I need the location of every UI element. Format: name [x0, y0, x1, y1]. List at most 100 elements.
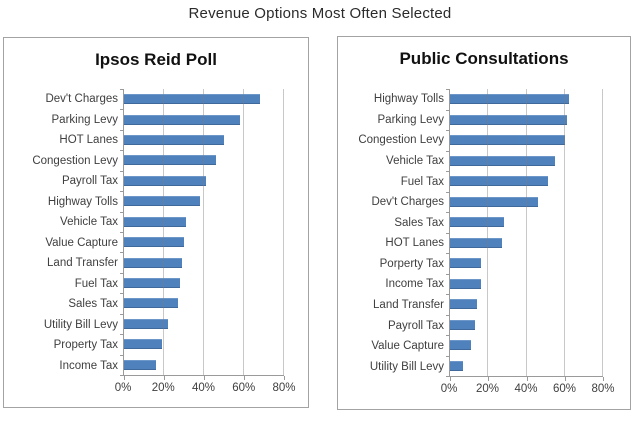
bar-row: [450, 171, 603, 192]
bars: [124, 89, 284, 375]
bar-row: [450, 233, 603, 254]
bar-row: [124, 334, 284, 354]
chart-panel-ipsos-reid-poll: Ipsos Reid Poll Dev't Charges Parking Lev…: [3, 37, 309, 408]
x-tick-mark: [603, 377, 604, 381]
bar-highway-tolls: [450, 94, 569, 105]
category-label-income-tax: Income Tax: [59, 359, 118, 372]
x-tick-mark: [450, 377, 451, 381]
x-tick-label-20: 20%: [151, 382, 175, 394]
chart-panel-public-consultations: Public Consultations Highway Tolls Parkin…: [337, 36, 631, 410]
bar-row: [124, 232, 284, 252]
category-label-dev-t-charges: Dev't Charges: [45, 93, 118, 106]
x-tick-mark: [164, 376, 165, 380]
chart-title: Public Consultations: [399, 49, 569, 68]
bar-land-transfer: [450, 299, 477, 310]
bar-income-tax: [124, 359, 156, 370]
bar-row: [124, 314, 284, 334]
x-tick-mark: [488, 377, 490, 381]
category-label-congestion-levy: Congestion Levy: [358, 134, 444, 147]
x-tick-label-60: 60%: [552, 383, 577, 395]
bar-congestion-levy: [450, 135, 565, 146]
bar-row: [450, 212, 603, 233]
bar-row: [124, 89, 284, 109]
y-tick-mark: [446, 376, 450, 377]
bar-row: [450, 274, 603, 295]
x-tick-label-20: 20%: [475, 383, 500, 395]
x-tick-label-80: 80%: [591, 383, 615, 395]
x-tick-label-0: 0%: [114, 382, 132, 394]
x-axis-tick-labels: 0% 20% 40% 60% 80%: [441, 383, 615, 397]
category-label-parking-levy: Parking Levy: [51, 113, 118, 126]
bar-row: [124, 354, 284, 374]
category-label-vehicle-tax: Vehicle Tax: [60, 216, 118, 229]
bar-row: [124, 212, 284, 232]
category-label-land-transfer: Land Transfer: [47, 257, 118, 270]
bar-row: [124, 293, 284, 313]
category-label-utility-bill-levy: Utility Bill Levy: [369, 360, 444, 373]
bar-payroll-tax: [450, 319, 475, 330]
bar-vehicle-tax: [124, 216, 186, 227]
x-tick-mark: [526, 377, 528, 381]
bar-row: [450, 89, 603, 110]
category-label-hot-lanes: HOT Lanes: [385, 237, 444, 250]
bar-row: [124, 171, 284, 191]
bar-row: [124, 273, 284, 293]
x-tick-label-80: 80%: [272, 382, 296, 394]
bar-income-tax: [450, 278, 481, 289]
category-axis-labels: Dev't Charges Parking Levy HOT Lanes Conges…: [4, 89, 118, 376]
category-label-hot-lanes: HOT Lanes: [59, 134, 118, 147]
category-label-sales-tax: Sales Tax: [68, 298, 118, 311]
bar-utility-bill-levy: [124, 318, 168, 329]
bar-row: [450, 315, 603, 336]
bars: [450, 89, 603, 376]
bar-dev-t-charges: [124, 94, 260, 105]
figure-title: Revenue Options Most Often Selected: [188, 5, 452, 22]
bar-hot-lanes: [450, 237, 502, 248]
x-tick-label-40: 40%: [191, 382, 216, 394]
x-tick-label-40: 40%: [514, 383, 538, 395]
x-tick-label-0: 0%: [440, 383, 458, 395]
bar-row: [450, 192, 603, 213]
bar-fuel-tax: [124, 278, 180, 288]
bar-property-tax: [124, 339, 162, 350]
category-label-congestion-levy: Congestion Levy: [32, 154, 118, 167]
category-label-value-capture: Value Capture: [45, 236, 118, 249]
x-tick-mark: [564, 377, 566, 381]
bar-row: [124, 191, 284, 211]
bar-utility-bill-levy: [450, 360, 464, 371]
bar-land-transfer: [124, 257, 182, 268]
bar-row: [450, 151, 603, 172]
y-tick-mark: [120, 375, 124, 376]
bar-sales-tax: [124, 298, 178, 309]
category-label-parking-levy: Parking Levy: [377, 113, 444, 126]
category-label-sales-tax: Sales Tax: [394, 216, 444, 229]
category-label-highway-tolls: Highway Tolls: [47, 195, 118, 208]
x-axis-tick-labels: 0% 20% 40% 60% 80%: [115, 382, 296, 396]
category-label-property-tax: Property Tax: [53, 339, 118, 352]
plot-area: [120, 89, 285, 380]
bar-payroll-tax: [124, 175, 206, 186]
bar-row: [450, 130, 603, 151]
bar-row: [450, 253, 603, 274]
category-label-porperty-tax: Porperty Tax: [379, 257, 444, 270]
bar-hot-lanes: [124, 135, 224, 146]
category-label-fuel-tax: Fuel Tax: [74, 277, 118, 290]
category-label-dev-t-charges: Dev't Charges: [371, 196, 444, 209]
bar-row: [124, 252, 284, 272]
bar-row: [124, 150, 284, 170]
category-label-fuel-tax: Fuel Tax: [400, 175, 444, 188]
x-tick-mark: [204, 376, 205, 380]
bar-fuel-tax: [450, 176, 548, 187]
bar-value-capture: [124, 237, 184, 248]
bar-dev-t-charges: [450, 196, 538, 207]
bar-row: [124, 130, 284, 150]
bar-sales-tax: [450, 217, 504, 228]
bar-value-capture: [450, 340, 472, 351]
x-tick-mark: [244, 376, 245, 380]
bar-vehicle-tax: [450, 155, 556, 166]
category-label-value-capture: Value Capture: [371, 340, 444, 353]
plot-area: [446, 89, 604, 381]
bar-row: [450, 294, 603, 315]
chart-title: Ipsos Reid Poll: [95, 50, 217, 69]
category-label-payroll-tax: Payroll Tax: [61, 175, 118, 188]
